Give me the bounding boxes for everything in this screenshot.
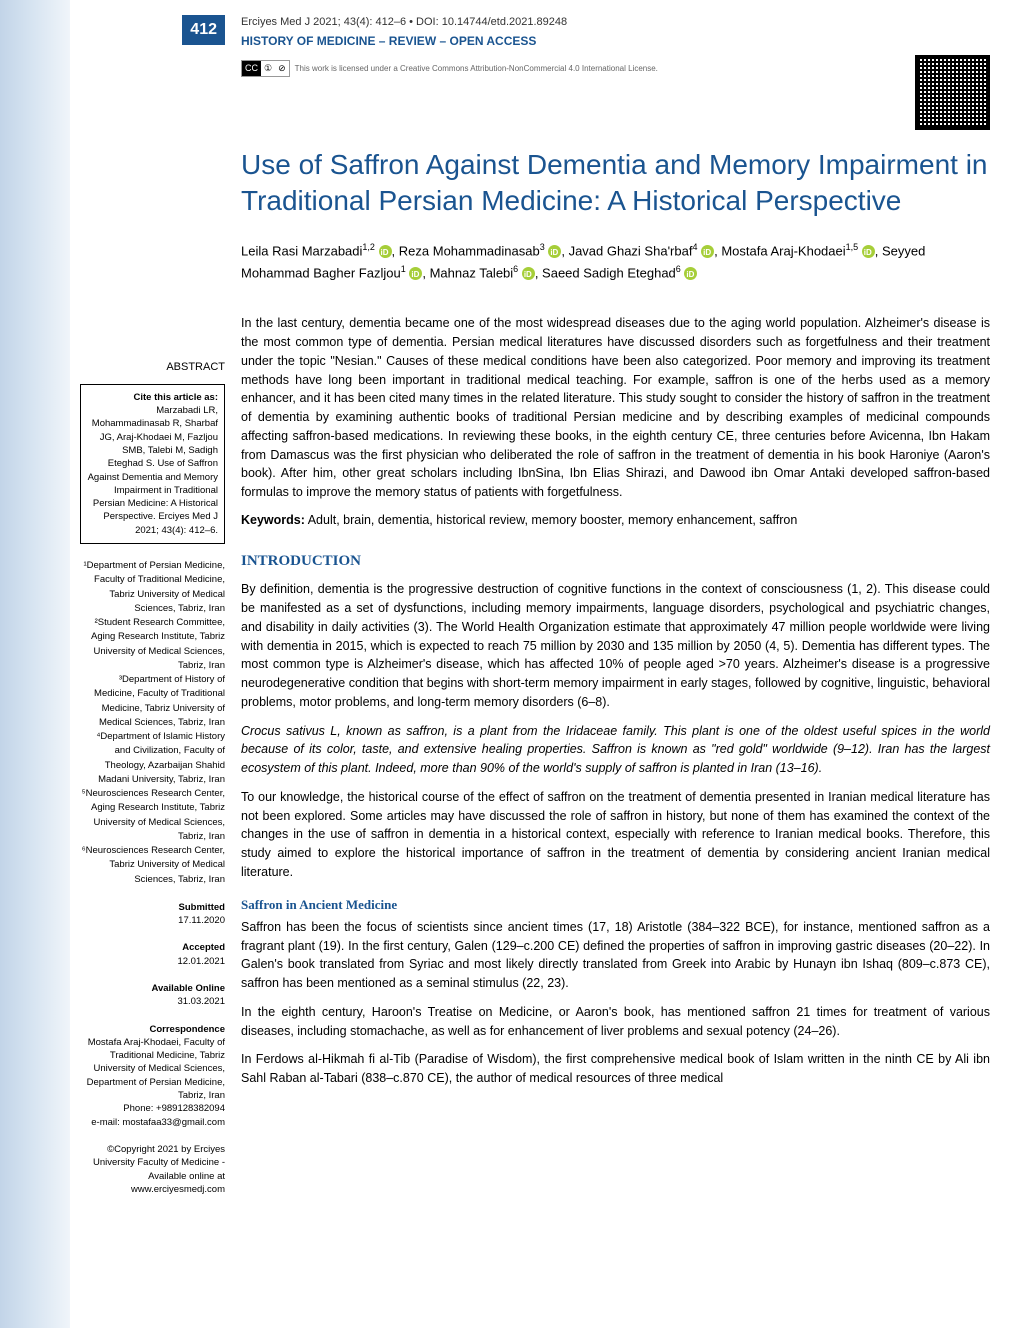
author-3: Javad Ghazi Sha'rbaf — [569, 243, 693, 258]
orcid-icon[interactable] — [862, 245, 875, 258]
copyright-block: ©Copyright 2021 by Erciyes University Fa… — [80, 1143, 225, 1196]
intro-para-2: Crocus sativus L, known as saffron, is a… — [241, 722, 990, 778]
cc-badge-icon: CC①⊘ — [241, 60, 290, 77]
cite-body: Marzabadi LR, Mohammadinasab R, Sharbaf … — [88, 405, 218, 536]
submitted-block: Submitted 17.11.2020 — [80, 901, 225, 928]
page: 412 ABSTRACT Cite this article as: Marza… — [0, 0, 1020, 1328]
license-row: CC①⊘ This work is licensed under a Creat… — [241, 60, 990, 77]
orcid-icon[interactable] — [522, 267, 535, 280]
orcid-icon[interactable] — [701, 245, 714, 258]
correspondence-body: Mostafa Araj-Khodaei, Faculty of Traditi… — [80, 1036, 225, 1129]
submitted-label: Submitted — [80, 901, 225, 914]
orcid-icon[interactable] — [684, 267, 697, 280]
accepted-label: Accepted — [80, 941, 225, 954]
available-value: 31.03.2021 — [80, 995, 225, 1008]
main-content: Erciyes Med J 2021; 43(4): 412–6 • DOI: … — [235, 0, 1020, 1328]
correspondence-label: Correspondence — [80, 1023, 225, 1036]
saf-para-3: In Ferdows al-Hikmah fi al-Tib (Paradise… — [241, 1050, 990, 1088]
journal-info: Erciyes Med J 2021; 43(4): 412–6 • DOI: … — [241, 15, 990, 30]
intro-para-3: To our knowledge, the historical course … — [241, 788, 990, 882]
article-title: Use of Saffron Against Dementia and Memo… — [241, 147, 990, 220]
abstract-text: In the last century, dementia became one… — [241, 314, 990, 502]
license-text: This work is licensed under a Creative C… — [295, 63, 658, 74]
orcid-icon[interactable] — [409, 267, 422, 280]
available-label: Available Online — [80, 982, 225, 995]
author-1: Leila Rasi Marzabadi — [241, 243, 362, 258]
left-gradient-margin — [0, 0, 70, 1328]
keywords-label: Keywords: — [241, 513, 305, 527]
author-6: Mahnaz Talebi — [430, 265, 514, 280]
citation-box: Cite this article as: Marzabadi LR, Moha… — [80, 384, 225, 544]
author-2: Reza Mohammadinasab — [399, 243, 540, 258]
qr-code — [915, 55, 990, 130]
submitted-value: 17.11.2020 — [80, 914, 225, 927]
saf-para-1: Saffron has been the focus of scientists… — [241, 918, 990, 993]
page-number: 412 — [182, 15, 225, 45]
correspondence-block: Correspondence Mostafa Araj-Khodaei, Fac… — [80, 1023, 225, 1129]
orcid-icon[interactable] — [379, 245, 392, 258]
author-4: Mostafa Araj-Khodaei — [721, 243, 845, 258]
accepted-value: 12.01.2021 — [80, 955, 225, 968]
intro-heading: INTRODUCTION — [241, 551, 990, 572]
available-block: Available Online 31.03.2021 — [80, 982, 225, 1009]
author-7: Saeed Sadigh Eteghad — [542, 265, 676, 280]
accepted-block: Accepted 12.01.2021 — [80, 941, 225, 968]
keywords-value: Adult, brain, dementia, historical revie… — [308, 513, 798, 527]
article-category: HISTORY OF MEDICINE – REVIEW – OPEN ACCE… — [241, 33, 990, 50]
saffron-heading: Saffron in Ancient Medicine — [241, 896, 990, 914]
cite-head: Cite this article as: — [134, 392, 218, 403]
authors-list: Leila Rasi Marzabadi1,2 , Reza Mohammadi… — [241, 240, 990, 285]
sidebar: 412 ABSTRACT Cite this article as: Marza… — [70, 0, 235, 1328]
orcid-icon[interactable] — [548, 245, 561, 258]
keywords-line: Keywords: Adult, brain, dementia, histor… — [241, 512, 990, 530]
saf-para-2: In the eighth century, Haroon's Treatise… — [241, 1003, 990, 1041]
abstract-label: ABSTRACT — [80, 360, 225, 375]
affiliations: ¹Department of Persian Medicine, Faculty… — [80, 559, 225, 887]
intro-para-1: By definition, dementia is the progressi… — [241, 580, 990, 711]
